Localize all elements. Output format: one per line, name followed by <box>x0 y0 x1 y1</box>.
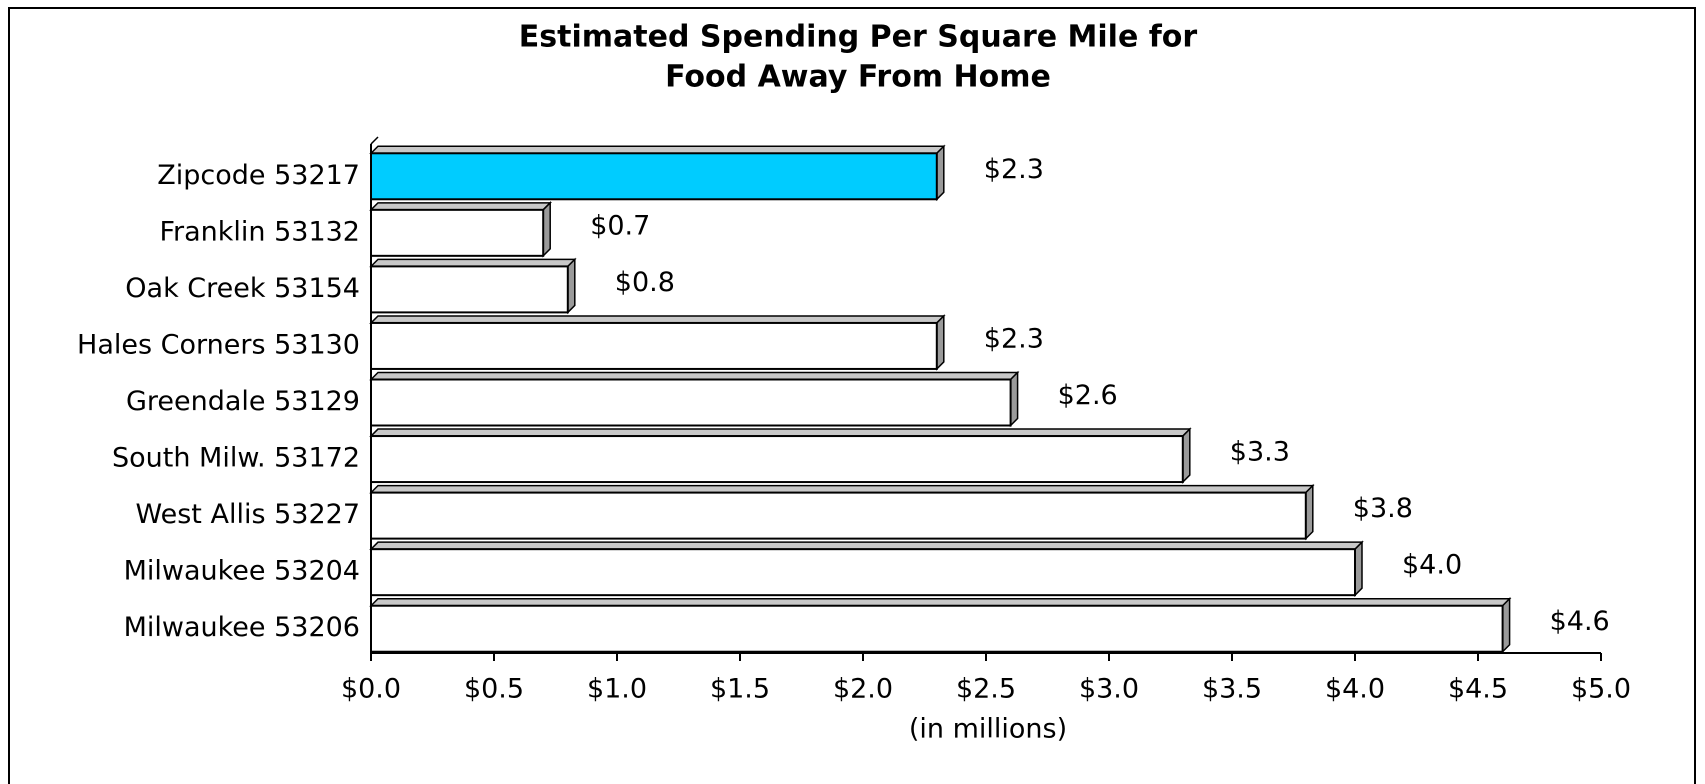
frame <box>8 7 1696 784</box>
bar <box>370 208 545 257</box>
bar-side <box>936 144 945 202</box>
bar-top <box>369 202 553 211</box>
y-tick-label: West Allis 53227 <box>136 499 360 530</box>
bar-top <box>369 428 1192 437</box>
bar <box>370 491 1307 540</box>
bar <box>370 321 938 370</box>
bar-side <box>1182 427 1191 484</box>
bar-side <box>542 201 551 258</box>
value-label: $4.0 <box>1402 550 1462 581</box>
bar <box>370 152 938 201</box>
x-tick-label: $1.0 <box>587 674 647 705</box>
bar-side <box>936 314 945 371</box>
bar <box>370 265 569 314</box>
y-tick-label: Hales Corners 53130 <box>77 329 360 360</box>
value-label: $3.8 <box>1353 493 1413 524</box>
x-tick-label: $0.0 <box>341 674 401 705</box>
x-tick-label: $4.0 <box>1325 674 1385 705</box>
bar-top <box>369 597 1512 607</box>
x-tick-label: $2.0 <box>833 674 893 705</box>
bar <box>370 378 1012 427</box>
bar <box>370 604 1504 653</box>
x-tick-label: $1.5 <box>710 674 770 705</box>
bar-top <box>369 541 1364 550</box>
bar-side <box>1305 483 1314 541</box>
value-label: $0.8 <box>615 267 675 298</box>
bar-top <box>369 315 946 324</box>
value-label: $3.3 <box>1230 437 1290 468</box>
bar-side <box>1501 596 1511 654</box>
bar <box>370 548 1356 597</box>
bar-top <box>369 484 1315 494</box>
y-tick-label: South Milw. 53172 <box>112 443 360 474</box>
x-tick-label: $2.5 <box>956 674 1016 705</box>
bar-side <box>567 257 576 315</box>
y-tick-label: Zipcode 53217 <box>157 160 360 191</box>
value-label: $2.3 <box>984 154 1044 185</box>
x-tick-label: $3.5 <box>1202 674 1262 705</box>
axis-depth <box>370 136 379 145</box>
x-tick-label: $0.5 <box>464 674 524 705</box>
x-tick-label: $4.5 <box>1448 674 1508 705</box>
value-label: $0.7 <box>590 210 650 241</box>
bar-side <box>1354 540 1363 597</box>
x-tick-label: $3.0 <box>1079 674 1139 705</box>
chart-title: Food Away From Home <box>665 60 1051 95</box>
y-tick-label: Oak Creek 53154 <box>125 273 360 304</box>
x-tick-label: $5.0 <box>1571 674 1631 705</box>
bar-top <box>369 145 946 155</box>
bar <box>370 435 1184 484</box>
chart-title: Estimated Spending Per Square Mile for <box>519 20 1198 55</box>
y-tick-label: Milwaukee 53204 <box>124 556 360 587</box>
bar-side <box>1009 370 1019 428</box>
value-label: $4.6 <box>1550 606 1610 637</box>
bar-top <box>369 258 577 268</box>
value-label: $2.6 <box>1058 380 1118 411</box>
value-label: $2.3 <box>984 323 1044 354</box>
x-axis-label: (in millions) <box>909 714 1067 745</box>
bar-top <box>369 371 1020 381</box>
y-tick-label: Milwaukee 53206 <box>124 612 360 643</box>
y-tick-label: Greendale 53129 <box>126 386 360 417</box>
y-tick-label: Franklin 53132 <box>159 216 360 247</box>
